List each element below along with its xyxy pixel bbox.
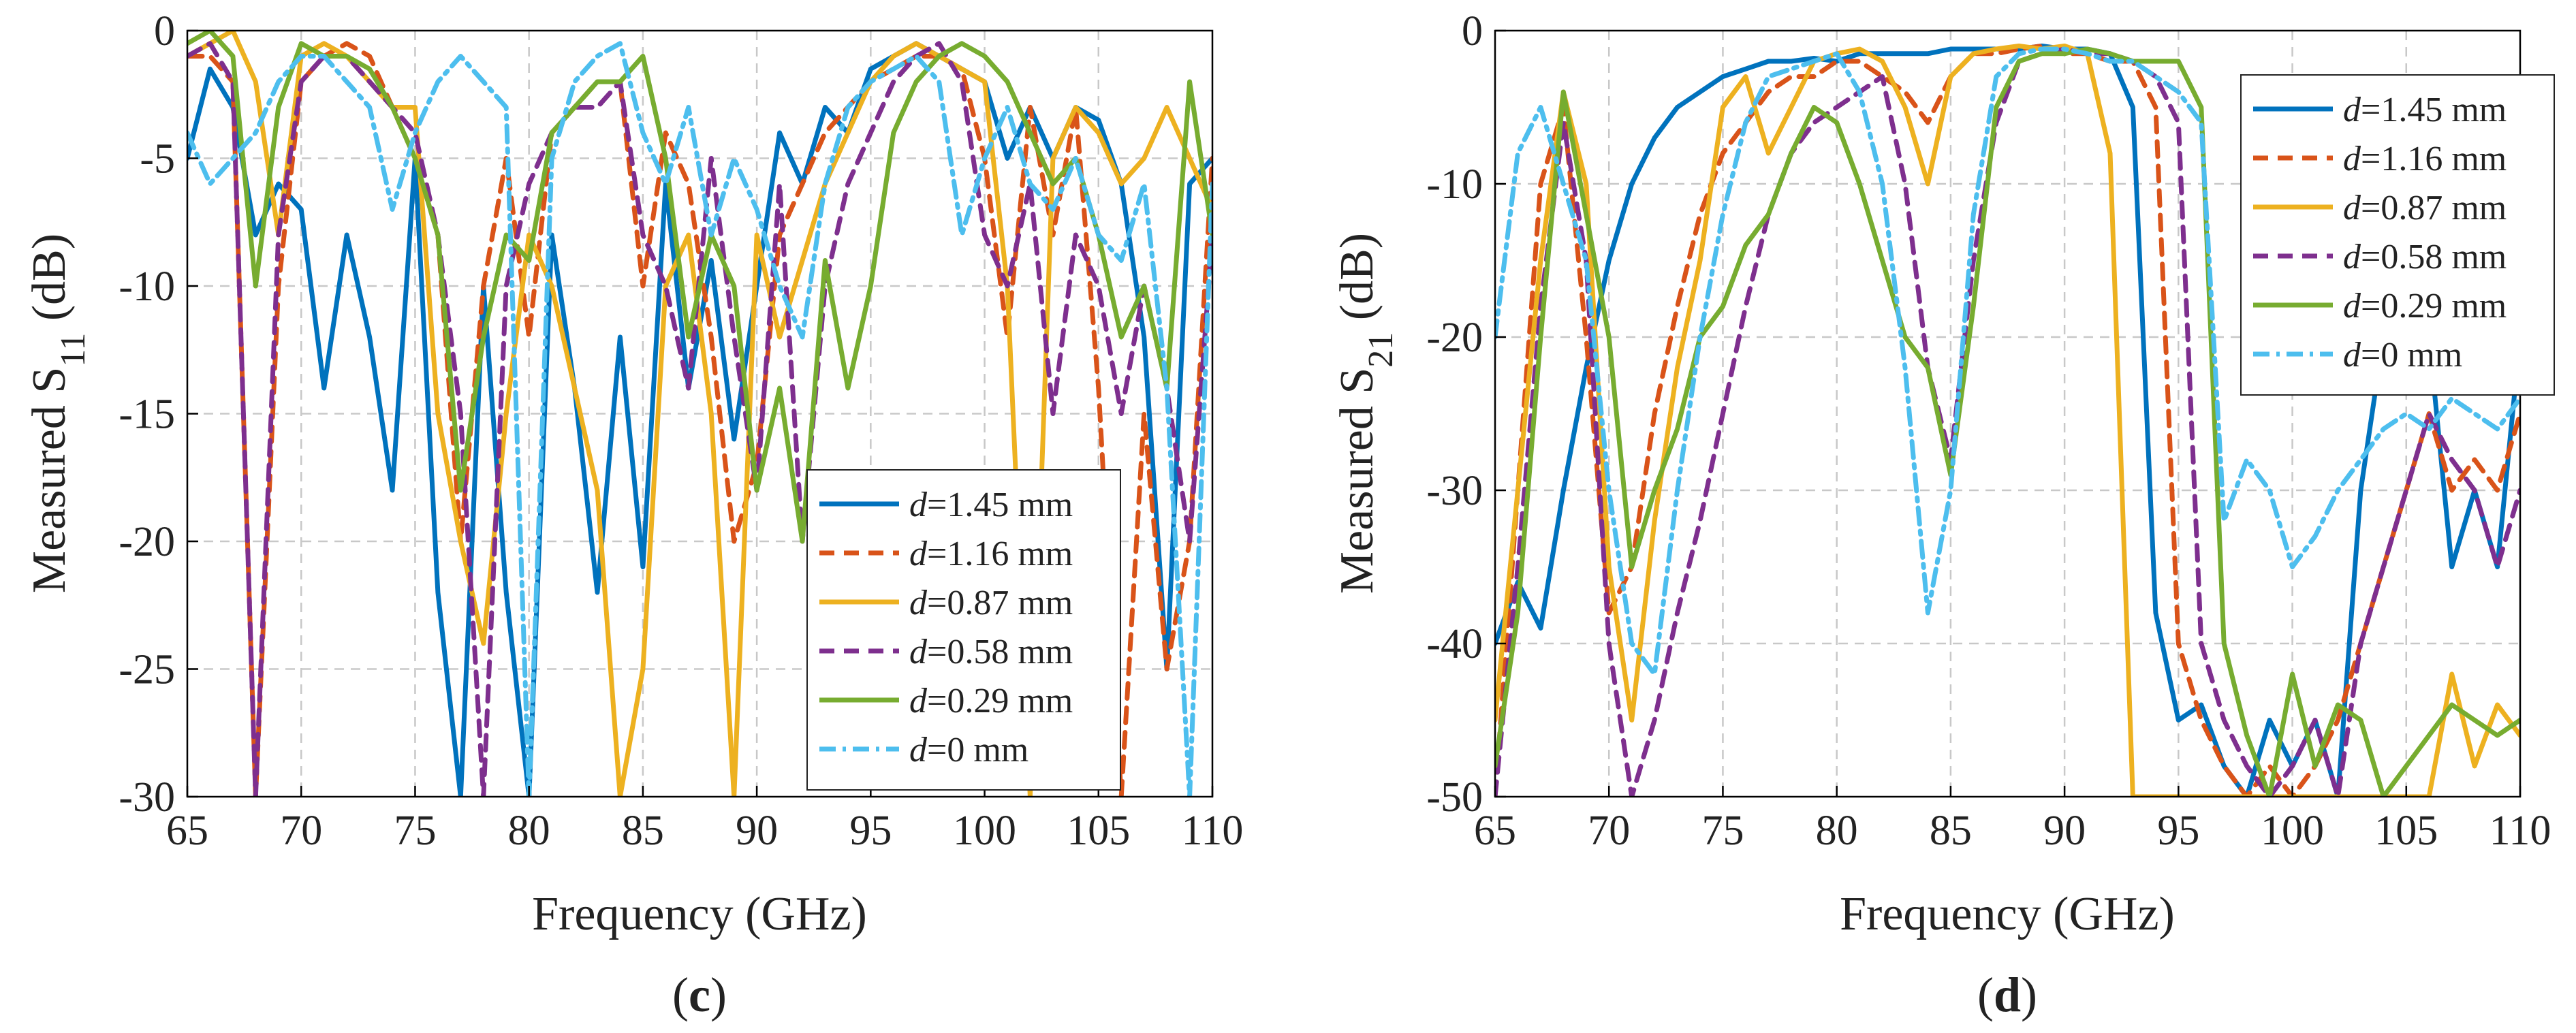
y-ticks-d: 0 -10 -20 -30 -40 -50 bbox=[1426, 8, 1506, 821]
x-tick-label: 100 bbox=[2261, 808, 2324, 854]
legend-c: d=1.45 mm d=1.16 mm d=0.87 mm d=0.58 mm d=0.… bbox=[806, 469, 1121, 791]
legend-label-d000: d=0 mm bbox=[2343, 336, 2462, 375]
y-tick-label: -20 bbox=[119, 519, 175, 565]
y-tick-label: -30 bbox=[119, 774, 175, 821]
series-line-d029 bbox=[1495, 46, 2520, 797]
x-tick-label: 80 bbox=[1816, 808, 1858, 854]
series-group-d bbox=[1495, 44, 2520, 797]
series-line-d087 bbox=[1495, 44, 2520, 797]
legend-label-d029: d=0.29 mm bbox=[2343, 287, 2507, 325]
y-axis-label-c: Measured S11 (dB) bbox=[23, 234, 93, 593]
x-tick-label: 110 bbox=[2489, 808, 2551, 854]
panel-c-chart: 65 70 75 80 85 90 95 100 105 110 0 -5 -10 -15 -20 -25 -… bbox=[23, 8, 1243, 1022]
legend-entries-c: d=1.45 mm d=1.16 mm d=0.87 mm d=0.58 mm d=0.… bbox=[819, 486, 1073, 769]
legend-label-d116: d=1.16 mm bbox=[2343, 140, 2507, 178]
x-ticks-d: 65 70 75 80 85 90 95 100 105 110 bbox=[1474, 786, 2551, 854]
x-tick-label: 95 bbox=[2157, 808, 2199, 854]
x-tick-label: 105 bbox=[1067, 808, 1130, 854]
y-tick-label: -30 bbox=[1426, 468, 1483, 514]
x-tick-label: 75 bbox=[394, 808, 436, 854]
x-tick-label: 70 bbox=[1588, 808, 1630, 854]
series-line-d058 bbox=[1495, 46, 2520, 797]
legend-box-c bbox=[806, 469, 1121, 791]
series-line-d000 bbox=[1495, 46, 2520, 677]
series-line-d058 bbox=[187, 41, 1212, 797]
y-tick-label: -40 bbox=[1426, 621, 1483, 667]
caption-d: (d) bbox=[1977, 968, 2037, 1022]
y-tick-label: -10 bbox=[119, 264, 175, 310]
x-axis-label-d: Frequency (GHz) bbox=[1840, 888, 2175, 940]
x-tick-label: 110 bbox=[1182, 808, 1244, 854]
x-ticks-c: 65 70 75 80 85 90 95 100 105 110 bbox=[166, 786, 1243, 854]
legend-label-d058: d=0.58 mm bbox=[909, 633, 1073, 671]
legend-label-d116: d=1.16 mm bbox=[909, 535, 1073, 573]
x-tick-label: 105 bbox=[2374, 808, 2438, 854]
legend-label-d145: d=1.45 mm bbox=[909, 486, 1073, 524]
x-tick-label: 65 bbox=[1474, 808, 1516, 854]
legend-entries-d: d=1.45 mm d=1.16 mm d=0.87 mm d=0.58 mm d=0.… bbox=[2253, 91, 2507, 375]
y-ticks-c: 0 -5 -10 -15 -20 -25 -30 bbox=[119, 8, 198, 821]
y-tick-label: -10 bbox=[1426, 161, 1483, 208]
series-line-d000 bbox=[187, 41, 1212, 797]
series-line-d029 bbox=[187, 31, 1212, 544]
legend-d: d=1.45 mm d=1.16 mm d=0.87 mm d=0.58 mm d=0.… bbox=[2240, 74, 2555, 396]
y-tick-label: -25 bbox=[119, 647, 175, 693]
legend-label-d000: d=0 mm bbox=[909, 731, 1028, 769]
panel-d-chart: 65 70 75 80 85 90 95 100 105 110 0 -10 -20 -30 -40 -50… bbox=[1331, 8, 2555, 1022]
y-axis-label-d: Measured S21 (dB) bbox=[1331, 233, 1400, 594]
x-tick-label: 90 bbox=[736, 808, 778, 854]
y-tick-label: 0 bbox=[1462, 8, 1483, 54]
x-tick-label: 95 bbox=[849, 808, 892, 854]
y-tick-label: -20 bbox=[1426, 315, 1483, 361]
x-axis-label-c: Frequency (GHz) bbox=[532, 888, 867, 940]
y-tick-label: 0 bbox=[154, 8, 175, 54]
legend-label-d058: d=0.58 mm bbox=[2343, 238, 2507, 276]
x-tick-label: 100 bbox=[953, 808, 1016, 854]
x-tick-label: 80 bbox=[508, 808, 550, 854]
y-tick-label: -5 bbox=[140, 136, 175, 182]
y-tick-label: -50 bbox=[1426, 774, 1483, 821]
caption-c: (c) bbox=[672, 968, 727, 1022]
x-tick-label: 65 bbox=[166, 808, 208, 854]
x-tick-label: 85 bbox=[1930, 808, 1972, 854]
x-tick-label: 70 bbox=[280, 808, 322, 854]
axes-box-d bbox=[1494, 29, 2522, 798]
y-tick-label: -15 bbox=[119, 392, 175, 438]
legend-label-d029: d=0.29 mm bbox=[909, 682, 1073, 720]
legend-label-d087: d=0.87 mm bbox=[2343, 189, 2507, 227]
series-line-d116 bbox=[1495, 44, 2520, 797]
x-tick-label: 75 bbox=[1701, 808, 1744, 854]
x-tick-label: 90 bbox=[2043, 808, 2086, 854]
legend-box-d bbox=[2240, 74, 2555, 396]
legend-label-d087: d=0.87 mm bbox=[909, 584, 1073, 622]
x-tick-label: 85 bbox=[622, 808, 664, 854]
legend-label-d145: d=1.45 mm bbox=[2343, 91, 2507, 129]
